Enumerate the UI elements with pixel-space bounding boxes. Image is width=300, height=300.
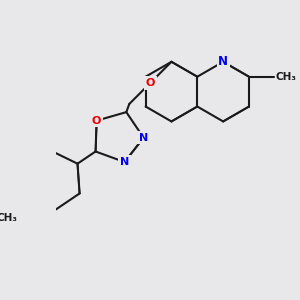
- Text: N: N: [218, 55, 228, 68]
- Text: O: O: [92, 116, 101, 126]
- Text: N: N: [139, 133, 148, 143]
- Text: CH₃: CH₃: [276, 72, 297, 82]
- Text: N: N: [120, 157, 129, 167]
- Text: CH₃: CH₃: [0, 213, 17, 223]
- Text: O: O: [146, 78, 155, 88]
